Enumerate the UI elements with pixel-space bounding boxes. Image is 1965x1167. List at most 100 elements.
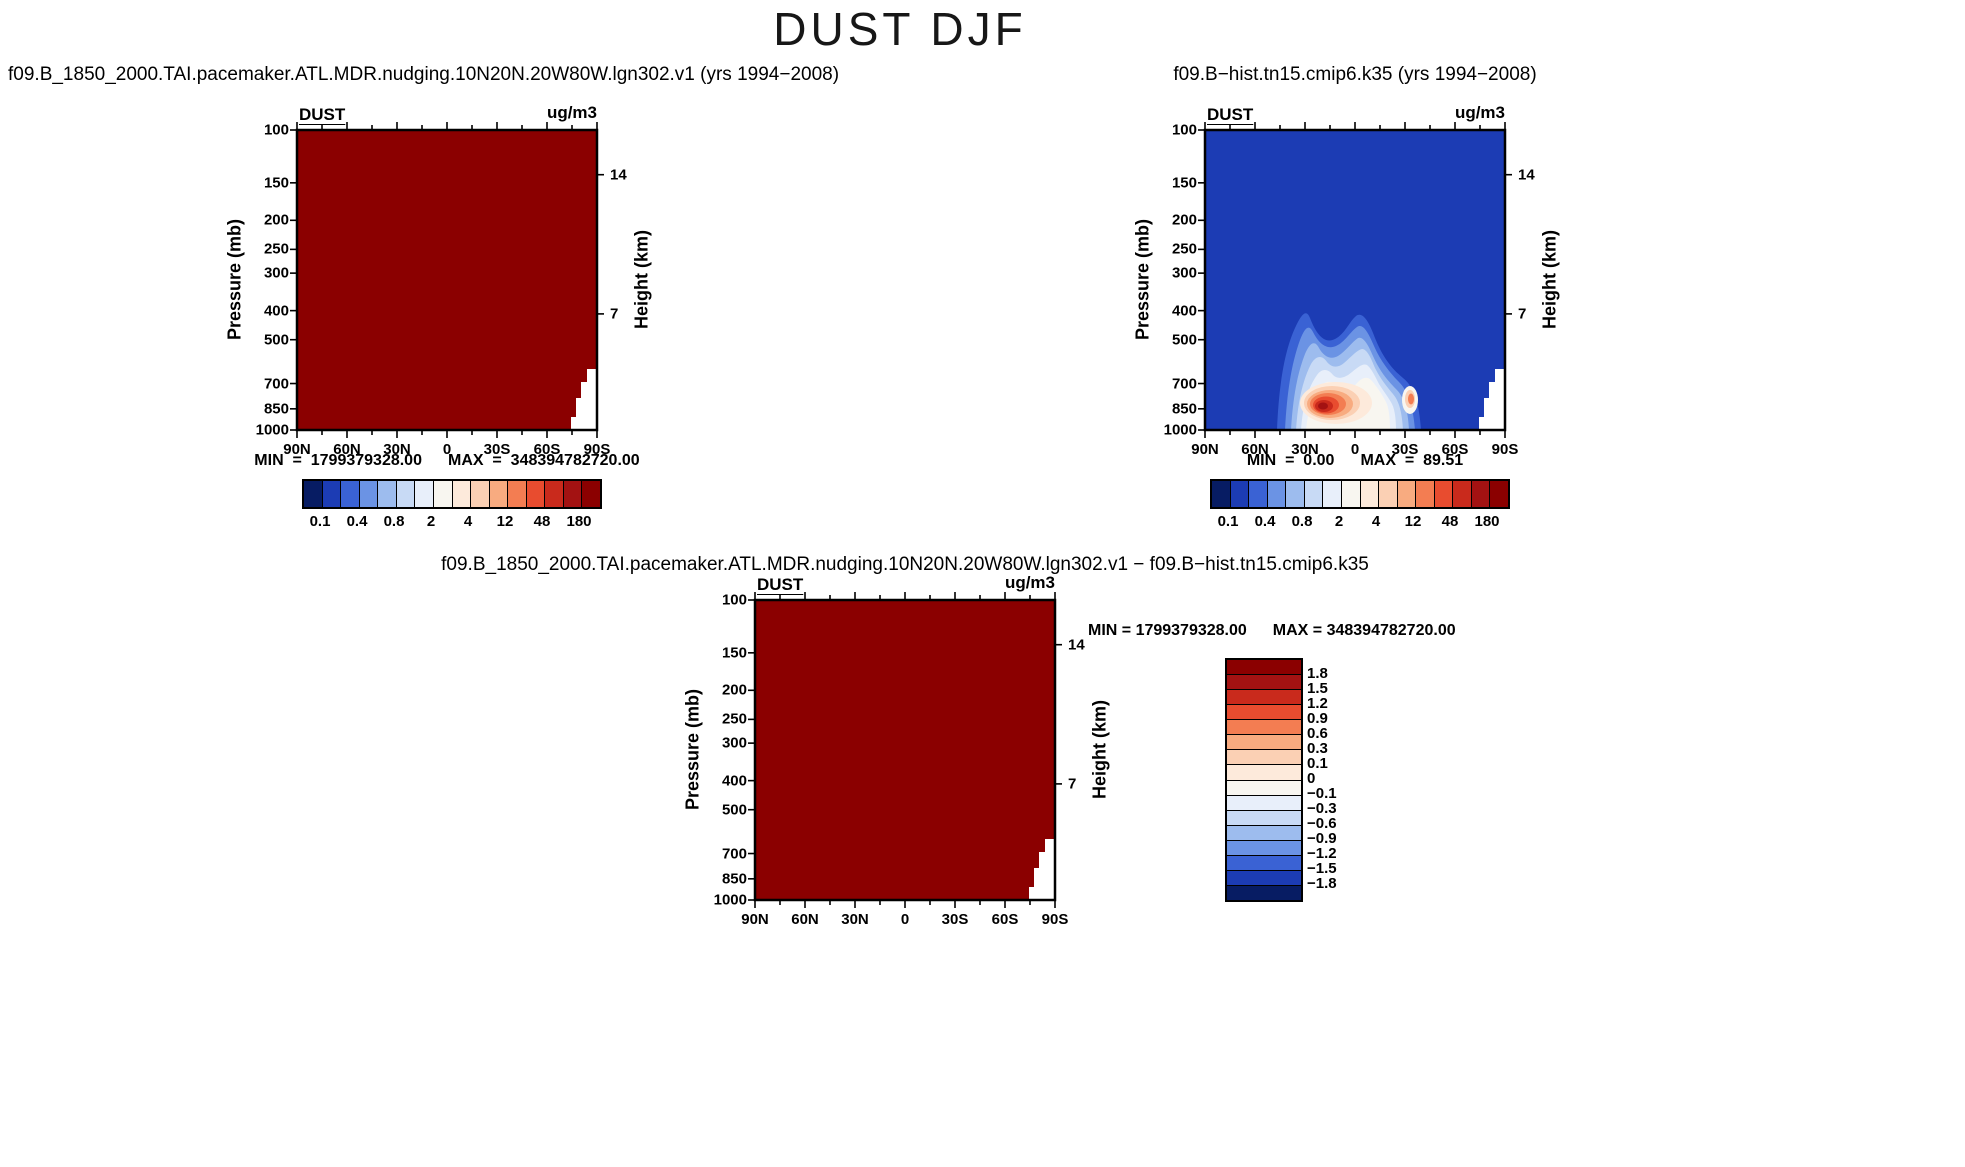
min-value: MIN = 1799379328.00 bbox=[254, 452, 422, 469]
case-panel-title: f09.B_1850_2000.TAI.pacemaker.ATL.MDR.nu… bbox=[8, 64, 840, 85]
pressure-tick-label: 300 bbox=[1171, 264, 1197, 282]
pressure-tick-label: 500 bbox=[721, 801, 747, 819]
min-value: MIN = 0.00 bbox=[1246, 452, 1335, 469]
colorbar-cell bbox=[471, 481, 490, 507]
pressure-tick-label: 100 bbox=[721, 591, 747, 609]
pressure-tick-label: 850 bbox=[721, 870, 747, 888]
pressure-tick-label: 500 bbox=[263, 331, 289, 349]
colorbar-cell bbox=[1230, 481, 1250, 507]
colorbar-cell bbox=[563, 481, 583, 507]
colorbar-cell bbox=[1227, 660, 1301, 676]
colorbar-cell bbox=[1471, 481, 1491, 507]
pressure-tick-label: 300 bbox=[263, 264, 289, 282]
reference-pressure-axis-label: Pressure (mb) bbox=[1132, 218, 1153, 341]
pressure-tick-label: 150 bbox=[1171, 174, 1197, 192]
colorbar-cell bbox=[1212, 481, 1231, 507]
colorbar-cell bbox=[1397, 481, 1417, 507]
colorbar-cell bbox=[1227, 675, 1301, 691]
height-tick-label: 7 bbox=[1518, 305, 1527, 323]
colorbar-cell bbox=[1227, 810, 1301, 826]
colorbar-cell bbox=[433, 481, 453, 507]
colorbar-cell bbox=[304, 481, 323, 507]
contour-level-13 bbox=[1318, 402, 1328, 410]
pressure-tick-label: 1000 bbox=[255, 421, 289, 439]
pressure-tick-label: 200 bbox=[721, 681, 747, 699]
pressure-tick-label: 400 bbox=[263, 302, 289, 320]
case-units-label: ug/m3 bbox=[546, 103, 597, 122]
case-contour-plot bbox=[290, 122, 604, 438]
reference-variable-label: DUST bbox=[1207, 105, 1254, 124]
height-tick-label: 14 bbox=[1068, 636, 1085, 654]
max-value: MAX = 348394782720.00 bbox=[1272, 622, 1456, 639]
colorbar-cell bbox=[1379, 481, 1398, 507]
pressure-tick-label: 850 bbox=[1171, 400, 1197, 418]
pressure-tick-label: 1000 bbox=[1163, 421, 1197, 439]
colorbar-cell bbox=[1227, 840, 1301, 856]
secondary-maximum-orange bbox=[1408, 393, 1414, 405]
case-pressure-axis-label: Pressure (mb) bbox=[224, 218, 245, 341]
height-tick-label: 7 bbox=[610, 305, 619, 323]
page-title: DUST DJF bbox=[773, 3, 1027, 55]
reference-colorbar-labels: 0.1 0.4 0.8 2 4 12 48 180 bbox=[1217, 513, 1500, 530]
difference-height-ticks: 14 7 bbox=[1068, 600, 1102, 900]
colorbar-cell bbox=[1227, 690, 1301, 706]
colorbar-cell bbox=[1416, 481, 1435, 507]
colorbar-cell bbox=[359, 481, 379, 507]
height-tick-label: 7 bbox=[1068, 775, 1077, 793]
terrain-cutout bbox=[1479, 369, 1505, 430]
colorbar-cell bbox=[508, 481, 527, 507]
colorbar-cell bbox=[1227, 855, 1301, 871]
pressure-tick-label: 700 bbox=[263, 375, 289, 393]
pressure-tick-label: 1000 bbox=[713, 891, 747, 909]
colorbar-cell bbox=[489, 481, 509, 507]
colorbar-cell bbox=[1227, 750, 1301, 766]
min-value: MIN = 1799379328.00 bbox=[1088, 622, 1247, 639]
reference-plot-svg bbox=[1198, 122, 1512, 438]
pressure-tick-label: 850 bbox=[263, 400, 289, 418]
case-colorbar-labels: 0.1 0.4 0.8 2 4 12 48 180 bbox=[309, 513, 592, 530]
colorbar-cell bbox=[341, 481, 360, 507]
colorbar-cell bbox=[1304, 481, 1324, 507]
difference-plot-svg bbox=[748, 592, 1062, 908]
case-field-fill bbox=[297, 130, 597, 430]
max-value: MAX = 348394782720.00 bbox=[447, 452, 640, 469]
pressure-tick-label: 200 bbox=[1171, 211, 1197, 229]
pressure-tick-label: 500 bbox=[1171, 331, 1197, 349]
case-colorbar bbox=[302, 479, 602, 509]
reference-height-axis-label: Height (km) bbox=[1539, 230, 1560, 329]
height-tick-label: 14 bbox=[1518, 166, 1535, 184]
reference-colorbar bbox=[1210, 479, 1510, 509]
colorbar-cell bbox=[1227, 705, 1301, 721]
colorbar-cell bbox=[415, 481, 434, 507]
pressure-tick-label: 700 bbox=[1171, 375, 1197, 393]
colorbar-cell bbox=[1227, 780, 1301, 796]
pressure-tick-label: 300 bbox=[721, 734, 747, 752]
pressure-tick-label: 250 bbox=[1171, 240, 1197, 258]
case-min-max: MIN = 1799379328.00 MAX = 348394782720.00 bbox=[147, 452, 747, 470]
difference-variable-label: DUST bbox=[757, 575, 804, 594]
difference-colorbar-labels: 1.8 1.5 1.2 0.9 0.6 0.3 0.1 0 −0.1 −0.3 −0.6 −0.9 −1… bbox=[1307, 664, 1337, 892]
terrain-cutout bbox=[571, 369, 597, 430]
colorbar-cell bbox=[378, 481, 397, 507]
colorbar-cell bbox=[1249, 481, 1268, 507]
colorbar-cell bbox=[1490, 481, 1508, 507]
difference-colorbar bbox=[1225, 658, 1303, 902]
difference-units-label: ug/m3 bbox=[1004, 573, 1055, 592]
pressure-tick-label: 700 bbox=[721, 845, 747, 863]
case-variable-label: DUST bbox=[299, 105, 346, 124]
case-latitude-ticks: 90N 60N 30N 0 30S 60S 90S bbox=[283, 441, 611, 458]
axis-ticks bbox=[1198, 122, 1512, 438]
colorbar-cell bbox=[1453, 481, 1472, 507]
pressure-tick-label: 100 bbox=[1171, 121, 1197, 139]
difference-panel-title: f09.B_1850_2000.TAI.pacemaker.ATL.MDR.nu… bbox=[441, 554, 1369, 575]
reference-height-ticks: 14 7 bbox=[1518, 130, 1552, 430]
reference-pressure-ticks: 100 150 200 250 300 400 500 700 850 1000 bbox=[1153, 123, 1197, 438]
reference-min-max: MIN = 0.00 MAX = 89.51 bbox=[1055, 452, 1655, 470]
difference-contour-plot bbox=[748, 592, 1062, 908]
colorbar-cell bbox=[526, 481, 546, 507]
difference-field-fill bbox=[755, 600, 1055, 900]
difference-pressure-axis-label: Pressure (mb) bbox=[682, 688, 703, 811]
pressure-tick-label: 250 bbox=[263, 240, 289, 258]
pressure-tick-label: 150 bbox=[721, 644, 747, 662]
